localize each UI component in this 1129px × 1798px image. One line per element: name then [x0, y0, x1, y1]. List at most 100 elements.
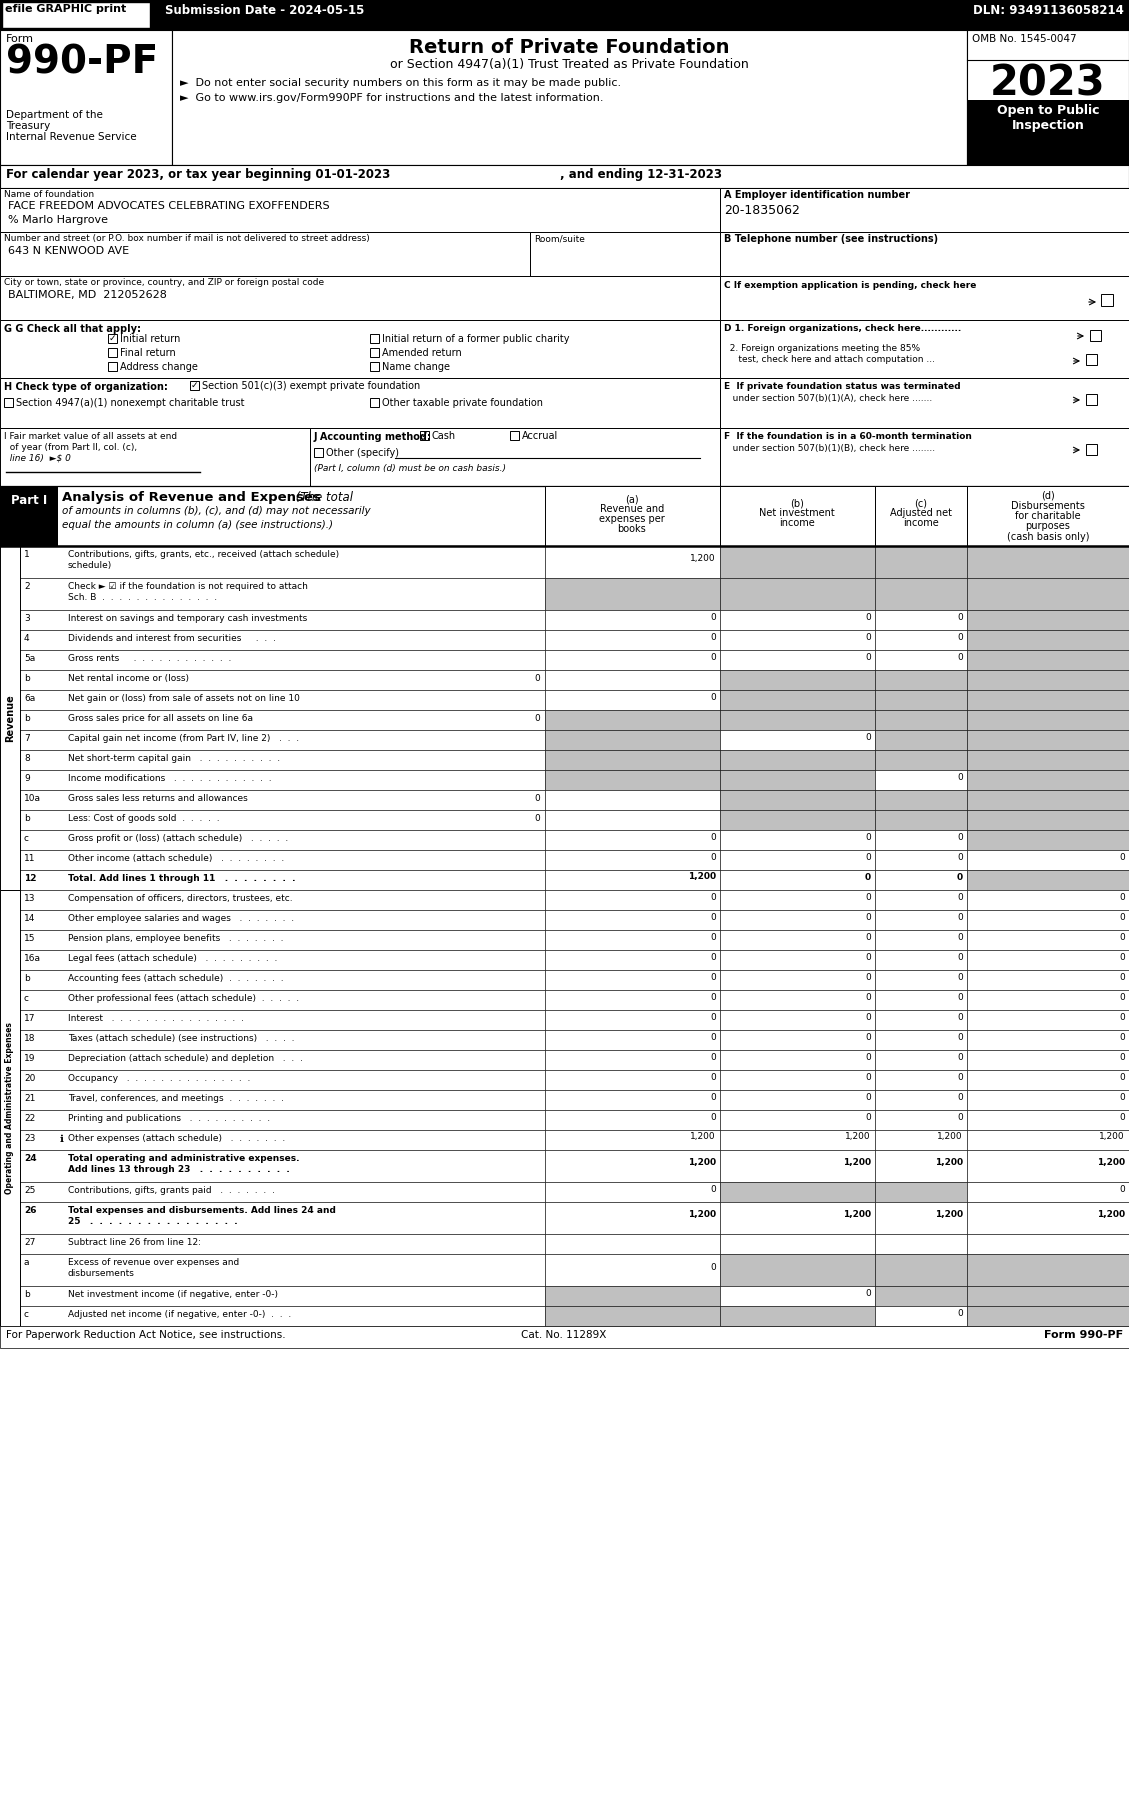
- Bar: [875, 710, 968, 730]
- Text: G G Check all that apply:: G G Check all that apply:: [5, 324, 141, 334]
- Text: 1,200: 1,200: [843, 1158, 870, 1167]
- Bar: [545, 870, 720, 890]
- Bar: [968, 610, 1129, 629]
- Text: 0: 0: [534, 714, 540, 723]
- Text: 0: 0: [710, 1052, 716, 1061]
- Bar: [545, 1010, 720, 1030]
- Text: test, check here and attach computation ...: test, check here and attach computation …: [724, 354, 935, 363]
- Bar: [968, 831, 1129, 850]
- Bar: [720, 1010, 875, 1030]
- Text: income: income: [779, 518, 815, 529]
- Text: 0: 0: [957, 892, 963, 901]
- Bar: [720, 1050, 875, 1070]
- Bar: [190, 381, 199, 390]
- Text: 0: 0: [1119, 913, 1124, 922]
- Bar: [968, 969, 1129, 991]
- Bar: [5, 397, 14, 406]
- Bar: [875, 547, 968, 577]
- Bar: [875, 811, 968, 831]
- Text: or Section 4947(a)(1) Trust Treated as Private Foundation: or Section 4947(a)(1) Trust Treated as P…: [390, 58, 749, 70]
- Text: 0: 0: [1119, 852, 1124, 861]
- Text: 0: 0: [957, 852, 963, 861]
- Bar: [875, 1181, 968, 1203]
- Bar: [968, 991, 1129, 1010]
- Text: 0: 0: [957, 953, 963, 962]
- Text: Other taxable private foundation: Other taxable private foundation: [382, 397, 543, 408]
- Text: Adjusted net: Adjusted net: [890, 509, 952, 518]
- Text: 1,200: 1,200: [846, 1133, 870, 1142]
- Bar: [545, 1305, 720, 1325]
- Bar: [545, 710, 720, 730]
- Text: 0: 0: [534, 814, 540, 823]
- Text: 0: 0: [710, 973, 716, 982]
- Text: 1,200: 1,200: [935, 1210, 963, 1219]
- Bar: [968, 1030, 1129, 1050]
- Text: ✓: ✓: [108, 334, 116, 343]
- Bar: [875, 1151, 968, 1181]
- Text: F  If the foundation is in a 60-month termination: F If the foundation is in a 60-month ter…: [724, 432, 972, 441]
- Text: 0: 0: [865, 852, 870, 861]
- Bar: [370, 361, 379, 370]
- Text: Interest   .  .  .  .  .  .  .  .  .  .  .  .  .  .  .  .: Interest . . . . . . . . . . . . . . . .: [68, 1014, 244, 1023]
- Bar: [0, 165, 1129, 189]
- Text: Compensation of officers, directors, trustees, etc.: Compensation of officers, directors, tru…: [68, 894, 292, 903]
- Bar: [720, 870, 875, 890]
- Bar: [968, 547, 1129, 577]
- Text: Less: Cost of goods sold  .  .  .  .  .: Less: Cost of goods sold . . . . .: [68, 814, 220, 823]
- Text: 0: 0: [865, 872, 870, 881]
- Bar: [720, 671, 875, 690]
- Bar: [720, 1109, 875, 1129]
- Text: Final return: Final return: [120, 349, 176, 358]
- Bar: [720, 485, 875, 547]
- Text: 2: 2: [24, 583, 29, 592]
- Text: Total. Add lines 1 through 11   .  .  .  .  .  .  .  .: Total. Add lines 1 through 11 . . . . . …: [68, 874, 296, 883]
- Text: 4: 4: [24, 635, 29, 644]
- Bar: [0, 189, 720, 232]
- Text: 13: 13: [24, 894, 35, 903]
- Bar: [545, 949, 720, 969]
- Bar: [875, 1286, 968, 1305]
- Text: 1,200: 1,200: [1097, 1158, 1124, 1167]
- Bar: [720, 232, 1129, 277]
- Text: Submission Date - 2024-05-15: Submission Date - 2024-05-15: [165, 4, 365, 16]
- Text: b: b: [24, 1289, 29, 1298]
- Bar: [875, 770, 968, 789]
- Text: Contributions, gifts, grants, etc., received (attach schedule): Contributions, gifts, grants, etc., rece…: [68, 550, 339, 559]
- Bar: [545, 730, 720, 750]
- Bar: [545, 1050, 720, 1070]
- Text: 0: 0: [957, 913, 963, 922]
- Text: 19: 19: [24, 1054, 35, 1063]
- Text: H Check type of organization:: H Check type of organization:: [5, 381, 168, 392]
- Bar: [968, 1233, 1129, 1253]
- Bar: [875, 750, 968, 770]
- Text: 0: 0: [1119, 1012, 1124, 1021]
- Text: Net investment: Net investment: [759, 509, 834, 518]
- Bar: [968, 890, 1129, 910]
- Text: 10a: 10a: [24, 795, 41, 804]
- Bar: [720, 1253, 875, 1286]
- Text: 0: 0: [710, 1032, 716, 1041]
- Bar: [720, 1030, 875, 1050]
- Bar: [720, 1203, 875, 1233]
- Text: b: b: [24, 674, 29, 683]
- Text: 0: 0: [710, 1113, 716, 1122]
- Bar: [545, 1286, 720, 1305]
- Text: 0: 0: [957, 1113, 963, 1122]
- Text: Dividends and interest from securities     .  .  .: Dividends and interest from securities .…: [68, 635, 275, 644]
- Text: (a): (a): [625, 494, 639, 503]
- Bar: [968, 910, 1129, 930]
- Text: 0: 0: [865, 953, 870, 962]
- Bar: [20, 890, 545, 910]
- Bar: [968, 577, 1129, 610]
- Text: Interest on savings and temporary cash investments: Interest on savings and temporary cash i…: [68, 613, 307, 622]
- Bar: [545, 485, 720, 547]
- Text: under section 507(b)(1)(A), check here .......: under section 507(b)(1)(A), check here .…: [724, 394, 933, 403]
- Text: Occupancy   .  .  .  .  .  .  .  .  .  .  .  .  .  .  .: Occupancy . . . . . . . . . . . . . . .: [68, 1073, 251, 1082]
- Bar: [20, 831, 545, 850]
- Text: ►  Go to www.irs.gov/Form990PF for instructions and the latest information.: ► Go to www.irs.gov/Form990PF for instru…: [180, 93, 604, 102]
- Bar: [545, 831, 720, 850]
- Text: Add lines 13 through 23   .  .  .  .  .  .  .  .  .  .: Add lines 13 through 23 . . . . . . . . …: [68, 1165, 290, 1174]
- Bar: [545, 1129, 720, 1151]
- Bar: [720, 1286, 875, 1305]
- Bar: [510, 432, 519, 441]
